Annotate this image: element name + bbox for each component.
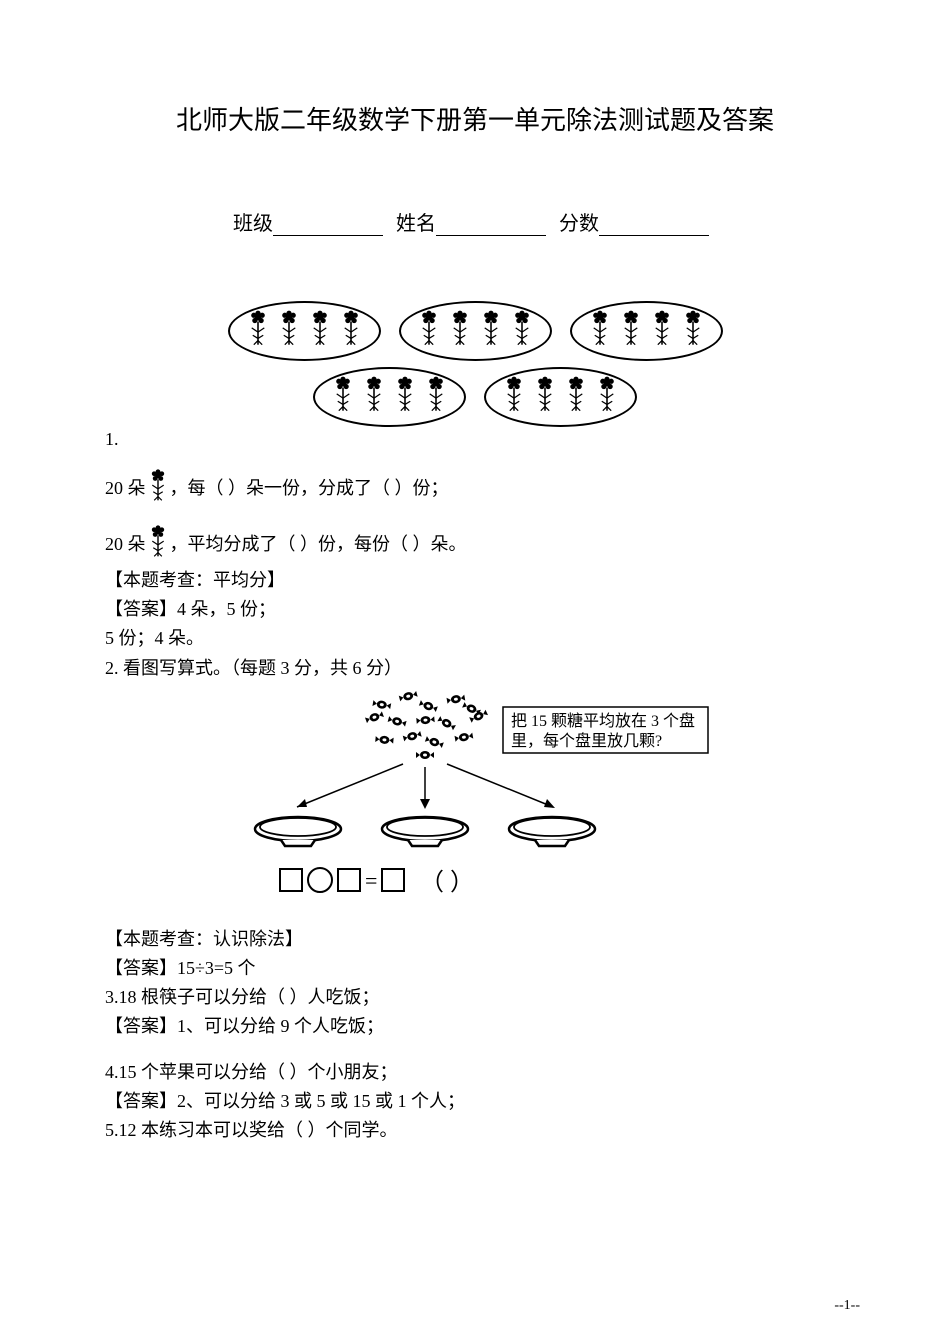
candy-box-text1: 把 15 颗糖平均放在 3 个盘 bbox=[511, 711, 695, 730]
plate-icon bbox=[382, 817, 468, 846]
q2-topic: 【本题考查：认识除法】 bbox=[105, 927, 845, 952]
score-label: 分数 bbox=[559, 213, 599, 235]
q1-line1-pre: 20 朵 bbox=[105, 474, 146, 500]
candy-cluster-icon bbox=[365, 690, 489, 759]
q2-header: 2. 看图写算式。（每题 3 分，共 6 分） bbox=[105, 656, 845, 681]
arrow-head-icon bbox=[544, 799, 555, 808]
q3-answer: 【答案】1、可以分给 9 个人吃饭； bbox=[105, 1014, 845, 1039]
flower-group bbox=[570, 301, 723, 361]
candy-diagram: 把 15 颗糖平均放在 3 个盘 里，每个盘里放几颗? = （ ） bbox=[105, 689, 845, 909]
flower-icon bbox=[244, 309, 272, 351]
document-page: 北师大版二年级数学下册第一单元除法测试题及答案 班级 姓名 分数 bbox=[0, 0, 950, 1187]
flower-icon bbox=[329, 375, 357, 417]
flower-icon bbox=[586, 309, 614, 351]
flower-icon bbox=[446, 309, 474, 351]
flower-icon bbox=[531, 375, 559, 417]
class-blank[interactable] bbox=[273, 235, 383, 236]
candy-plate-figure: 把 15 颗糖平均放在 3 个盘 里，每个盘里放几颗? = （ ） bbox=[235, 689, 715, 904]
flower-icon bbox=[508, 309, 536, 351]
flower-icon bbox=[679, 309, 707, 351]
q1-line2-pre: 20 朵 bbox=[105, 530, 146, 556]
q1-line2: 20 朵 ，平均分成了（ ）份，每份（ ）朵。 bbox=[105, 524, 845, 562]
flower-icon bbox=[562, 375, 590, 417]
oval-row-bottom bbox=[105, 367, 845, 427]
svg-text:（ ）: （ ） bbox=[420, 870, 474, 896]
page-number: --1-- bbox=[834, 1298, 860, 1314]
flower-group bbox=[399, 301, 552, 361]
flower-icon bbox=[617, 309, 645, 351]
oval-row-top bbox=[105, 301, 845, 361]
q1-line1: 20 朵 ，每（ ）朵一份，分成了（ ）份； bbox=[105, 468, 845, 506]
q1-line1-post: ，每（ ）朵一份，分成了（ ）份； bbox=[170, 474, 449, 500]
flower-group bbox=[228, 301, 381, 361]
q3-text: 3.18 根筷子可以分给（ ）人吃饭； bbox=[105, 985, 845, 1010]
flower-icon bbox=[593, 375, 621, 417]
flower-icon bbox=[275, 309, 303, 351]
q4-text: 4.15 个苹果可以分给（ ）个小朋友； bbox=[105, 1060, 845, 1085]
q4-answer: 【答案】2、可以分给 3 或 5 或 15 或 1 个人； bbox=[105, 1089, 845, 1114]
name-label: 姓名 bbox=[396, 213, 436, 235]
arrow-head-icon bbox=[297, 799, 307, 807]
flower-icon bbox=[337, 309, 365, 351]
flower-group bbox=[313, 367, 466, 427]
svg-text:=: = bbox=[365, 868, 377, 893]
flower-icon bbox=[360, 375, 388, 417]
q5-text: 5.12 本练习本可以奖给（ ）个同学。 bbox=[105, 1118, 845, 1143]
plate-icon bbox=[255, 817, 341, 846]
arrow-head-icon bbox=[420, 799, 430, 809]
class-label: 班级 bbox=[233, 213, 273, 235]
flower-icon bbox=[648, 309, 676, 351]
flower-icon bbox=[306, 309, 334, 351]
flower-icon bbox=[391, 375, 419, 417]
score-blank[interactable] bbox=[599, 235, 709, 236]
flower-icon bbox=[477, 309, 505, 351]
name-blank[interactable] bbox=[436, 235, 546, 236]
flower-icon bbox=[422, 375, 450, 417]
q2-answer: 【答案】15÷3=5 个 bbox=[105, 956, 845, 981]
flower-icon bbox=[146, 524, 170, 562]
plate-icon bbox=[509, 817, 595, 846]
q1-answer2: 5 份；4 朵。 bbox=[105, 626, 845, 651]
page-title: 北师大版二年级数学下册第一单元除法测试题及答案 bbox=[105, 100, 845, 137]
arrow-line bbox=[447, 764, 553, 807]
candy-box-text2: 里，每个盘里放几颗? bbox=[511, 731, 662, 750]
flower-icon bbox=[415, 309, 443, 351]
student-info-row: 班级 姓名 分数 bbox=[105, 207, 845, 236]
q1-line2-post: ，平均分成了（ ）份，每份（ ）朵。 bbox=[170, 530, 467, 556]
flower-icon bbox=[500, 375, 528, 417]
flower-group bbox=[484, 367, 637, 427]
flower-groups-figure bbox=[105, 301, 845, 427]
arrow-line bbox=[297, 764, 403, 807]
q1-number: 1. bbox=[105, 429, 845, 450]
q1-topic: 【本题考查：平均分】 bbox=[105, 568, 845, 593]
equation-row: = （ ） bbox=[280, 868, 474, 896]
q1-answer1: 【答案】4 朵，5 份； bbox=[105, 597, 845, 622]
flower-icon bbox=[146, 468, 170, 506]
